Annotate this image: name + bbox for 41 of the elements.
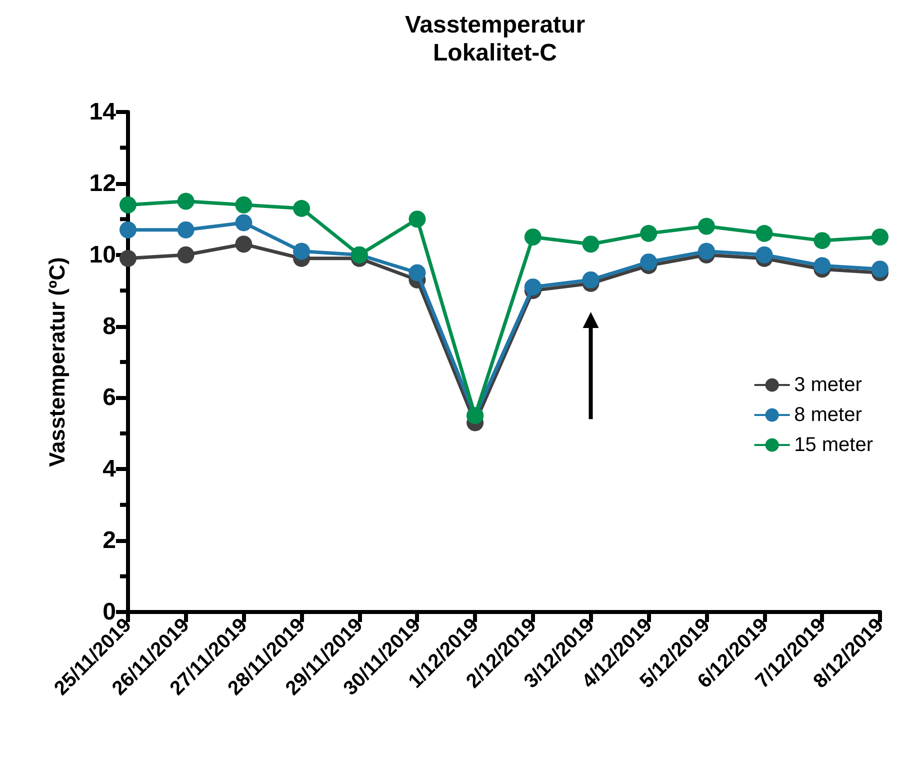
- point: [698, 218, 715, 235]
- legend-label: 8 meter: [794, 404, 862, 426]
- point: [177, 221, 194, 238]
- y-tick-label: 2: [102, 527, 116, 554]
- point: [120, 196, 136, 214]
- point: [582, 271, 600, 288]
- y-axis-title: Vasstemperatur (ºC): [44, 257, 70, 467]
- point: [293, 242, 310, 260]
- point: [814, 257, 831, 274]
- y-tick-label: 12: [89, 170, 116, 197]
- point: [120, 221, 136, 238]
- legend-label: 3 meter: [794, 374, 862, 396]
- point: [408, 264, 426, 282]
- legend-label: 15 meter: [794, 434, 874, 456]
- point: [120, 250, 136, 267]
- y-tick-label: 4: [102, 456, 117, 483]
- y-tick-label: 14: [89, 98, 117, 126]
- point: [640, 224, 658, 242]
- point: [293, 200, 310, 217]
- point: [408, 210, 426, 228]
- chart-title: Vasstemperatur: [404, 12, 586, 38]
- point: [235, 196, 252, 214]
- chart-subtitle: Lokalitet-C: [432, 40, 558, 66]
- point: [872, 228, 888, 246]
- point: [177, 246, 194, 264]
- point: [524, 228, 542, 246]
- point: [756, 224, 773, 242]
- y-tick-label: 6: [102, 384, 116, 412]
- point: [177, 192, 194, 210]
- point: [524, 278, 542, 296]
- point: [872, 260, 888, 278]
- point: [582, 236, 600, 253]
- point: [756, 246, 773, 264]
- point: [814, 232, 831, 250]
- y-tick-label: 0: [102, 598, 116, 626]
- point: [698, 242, 715, 260]
- y-tick-label: 8: [102, 312, 116, 340]
- point: [235, 236, 252, 253]
- y-tick-label: 10: [89, 241, 116, 268]
- point: [235, 214, 252, 232]
- point: [640, 254, 658, 270]
